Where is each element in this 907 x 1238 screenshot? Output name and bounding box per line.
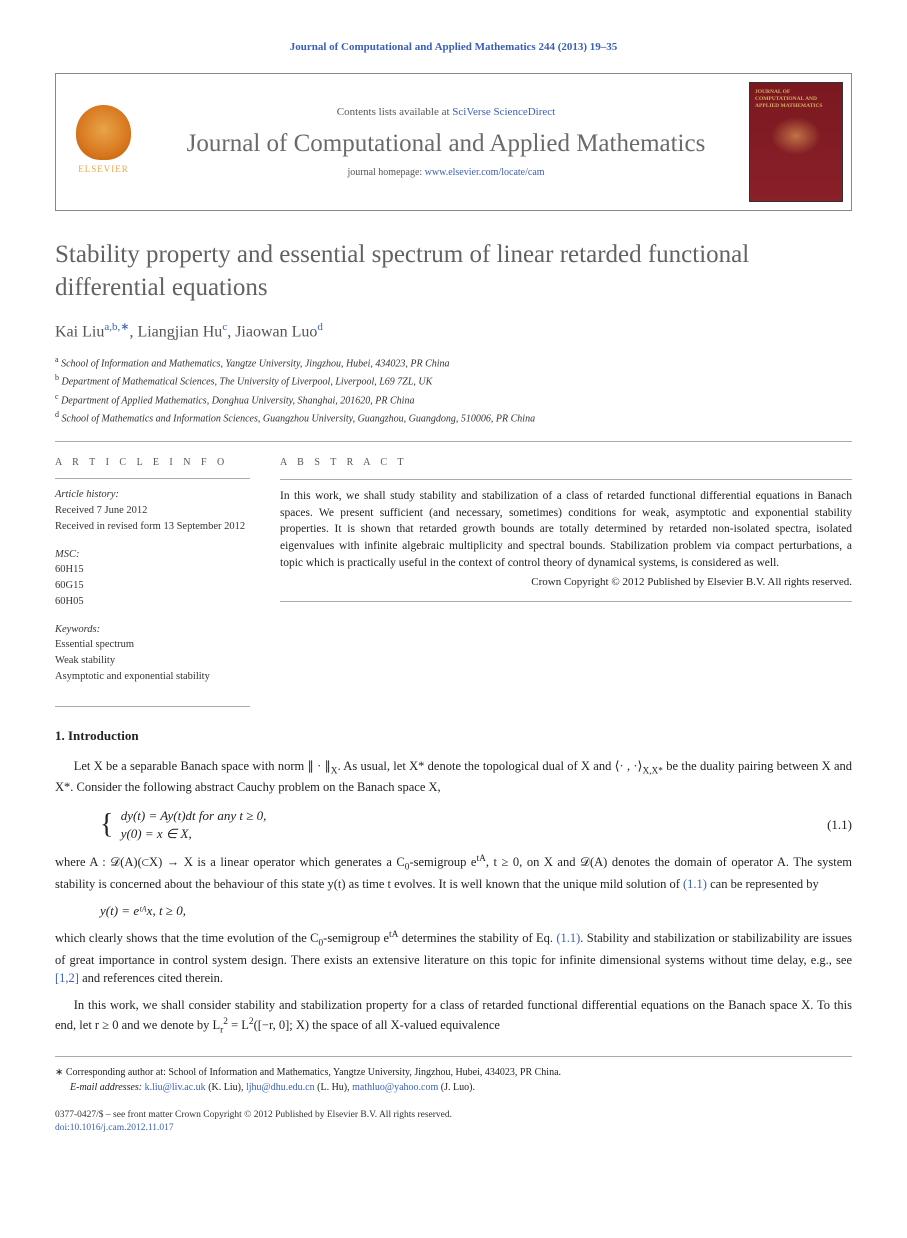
keyword-2: Weak stability: [55, 653, 250, 669]
history-block: Article history: Received 7 June 2012 Re…: [55, 487, 250, 534]
abstract-heading: A B S T R A C T: [280, 456, 852, 471]
ref-link-12[interactable]: [1,2]: [55, 971, 79, 985]
msc-1: 60H15: [55, 562, 250, 578]
article-info-column: A R T I C L E I N F O Article history: R…: [55, 456, 250, 696]
eq1-line1: dy(t) = Ay(t)dt for any t ≥ 0,: [121, 808, 267, 823]
bottom-meta: 0377-0427/$ – see front matter Crown Cop…: [55, 1109, 852, 1136]
issn-line: 0377-0427/$ – see front matter Crown Cop…: [55, 1109, 852, 1122]
email-3[interactable]: mathluo@yahoo.com: [352, 1082, 438, 1093]
author-2-aff: c: [222, 321, 227, 333]
para-3: which clearly shows that the time evolut…: [55, 928, 852, 988]
homepage-line: journal homepage: www.elsevier.com/locat…: [156, 166, 736, 180]
journal-header-box: ELSEVIER Contents lists available at Sci…: [55, 73, 852, 211]
star-icon: ∗: [55, 1067, 63, 1078]
email-label: E-mail addresses:: [70, 1082, 145, 1093]
homepage-link[interactable]: www.elsevier.com/locate/cam: [425, 167, 545, 178]
abstract-column: A B S T R A C T In this work, we shall s…: [280, 456, 852, 696]
email-2[interactable]: ljhu@dhu.edu.cn: [246, 1082, 315, 1093]
journal-cover-thumbnail: JOURNAL OF COMPUTATIONAL AND APPLIED MAT…: [749, 82, 843, 202]
equation-mild-solution: y(t) = eᵗᴬx, t ≥ 0,: [100, 902, 852, 920]
affiliation-c: c Department of Applied Mathematics, Don…: [55, 391, 852, 409]
doi-link[interactable]: 10.1016/j.cam.2012.11.017: [70, 1123, 174, 1133]
cover-graphic: [771, 117, 821, 155]
top-citation: Journal of Computational and Applied Mat…: [55, 40, 852, 55]
equation-1-1: { dy(t) = Ay(t)dt for any t ≥ 0, y(0) = …: [100, 805, 852, 844]
author-3: Jiaowan Luo: [235, 324, 317, 341]
info-heading: A R T I C L E I N F O: [55, 456, 250, 470]
header-center: Contents lists available at SciVerse Sci…: [151, 74, 741, 210]
body-text: 1. Introduction Let X be a separable Ban…: [55, 727, 852, 1038]
msc-3: 60H05: [55, 594, 250, 610]
cover-title: JOURNAL OF COMPUTATIONAL AND APPLIED MAT…: [755, 89, 837, 109]
contents-line: Contents lists available at SciVerse Sci…: [156, 105, 736, 120]
elsevier-logo: ELSEVIER: [69, 105, 139, 180]
history-label: Article history:: [55, 487, 250, 503]
page: Journal of Computational and Applied Mat…: [0, 0, 907, 1165]
history-2: Received in revised form 13 September 20…: [55, 519, 250, 535]
divider: [280, 479, 852, 480]
contents-prefix: Contents lists available at: [337, 106, 452, 118]
homepage-prefix: journal homepage:: [347, 167, 424, 178]
msc-block: MSC: 60H15 60G15 60H05: [55, 547, 250, 610]
divider: [280, 601, 852, 602]
section-1-heading: 1. Introduction: [55, 727, 852, 745]
keywords-label: Keywords:: [55, 622, 250, 638]
history-1: Received 7 June 2012: [55, 503, 250, 519]
email-line: E-mail addresses: k.liu@liv.ac.uk (K. Li…: [55, 1080, 852, 1095]
para-2: where A : 𝒟(A)(⊂X) → X is a linear opera…: [55, 852, 852, 893]
author-2: Liangjian Hu: [137, 324, 222, 341]
eq1-line2: y(0) = x ∈ X,: [121, 826, 192, 841]
affiliations: a School of Information and Mathematics,…: [55, 354, 852, 427]
keywords-block: Keywords: Essential spectrum Weak stabil…: [55, 622, 250, 685]
sciencedirect-link[interactable]: SciVerse ScienceDirect: [452, 106, 555, 118]
divider: [55, 478, 250, 479]
author-3-aff: d: [317, 321, 323, 333]
elsevier-tree-icon: [76, 105, 131, 160]
eq1-number: (1.1): [827, 816, 852, 834]
info-abstract-row: A R T I C L E I N F O Article history: R…: [55, 442, 852, 706]
affiliation-b: b Department of Mathematical Sciences, T…: [55, 372, 852, 390]
authors-line: Kai Liua,b,∗, Liangjian Huc, Jiaowan Luo…: [55, 320, 852, 344]
corresponding-author: ∗ Corresponding author at: School of Inf…: [55, 1065, 852, 1080]
affiliation-a: a School of Information and Mathematics,…: [55, 354, 852, 372]
divider: [55, 706, 250, 707]
keyword-3: Asymptotic and exponential stability: [55, 669, 250, 685]
email-1[interactable]: k.liu@liv.ac.uk: [145, 1082, 206, 1093]
author-1-aff: a,b,∗: [104, 321, 129, 333]
author-1: Kai Liu: [55, 324, 104, 341]
abstract-copyright: Crown Copyright © 2012 Published by Else…: [280, 575, 852, 591]
ref-link-eq11[interactable]: (1.1): [683, 877, 707, 891]
para-1: Let X be a separable Banach space with n…: [55, 757, 852, 797]
keyword-1: Essential spectrum: [55, 637, 250, 653]
publisher-logo-area: ELSEVIER: [56, 74, 151, 210]
article-title: Stability property and essential spectru…: [55, 239, 852, 304]
ref-link-eq11b[interactable]: (1.1): [556, 931, 580, 945]
footnotes: ∗ Corresponding author at: School of Inf…: [55, 1056, 852, 1095]
msc-label: MSC:: [55, 547, 250, 563]
abstract-text: In this work, we shall study stability a…: [280, 488, 852, 571]
msc-2: 60G15: [55, 578, 250, 594]
journal-name: Journal of Computational and Applied Mat…: [156, 128, 736, 159]
doi-label[interactable]: doi:: [55, 1123, 70, 1133]
cover-thumb-area: JOURNAL OF COMPUTATIONAL AND APPLIED MAT…: [741, 74, 851, 210]
para-4: In this work, we shall consider stabilit…: [55, 996, 852, 1037]
doi-line: doi:10.1016/j.cam.2012.11.017: [55, 1122, 852, 1135]
publisher-name: ELSEVIER: [78, 163, 129, 176]
affiliation-d: d School of Mathematics and Information …: [55, 409, 852, 427]
